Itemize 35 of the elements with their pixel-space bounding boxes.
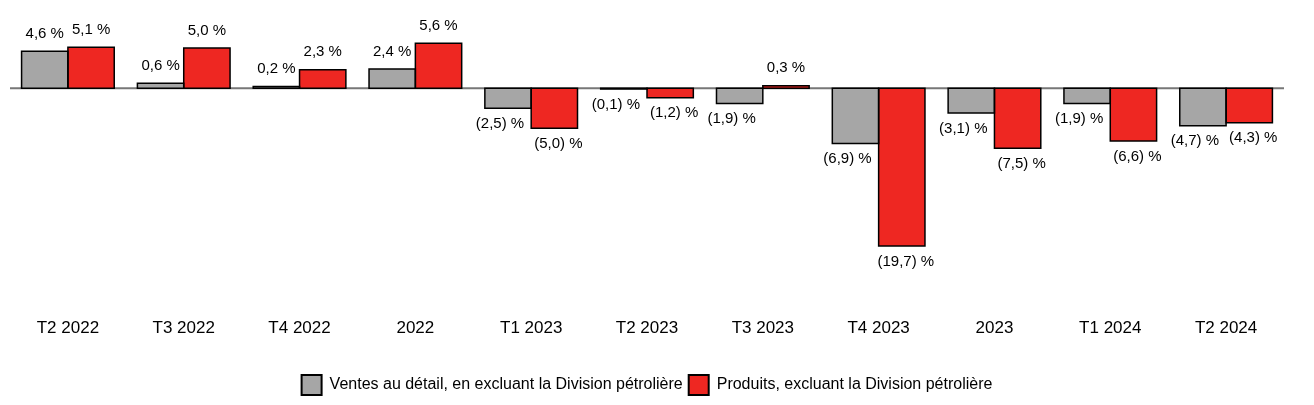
x-tick-label: T1 2024 bbox=[1079, 318, 1142, 338]
data-label: 5,1 % bbox=[71, 19, 111, 37]
data-label: (4,3) % bbox=[1229, 128, 1278, 146]
data-label: (1,9) % bbox=[1054, 109, 1104, 127]
data-label: 5,0 % bbox=[187, 20, 227, 38]
data-label: (6,9) % bbox=[823, 149, 872, 167]
data-label: (7,5) % bbox=[997, 153, 1046, 171]
data-label: 0,6 % bbox=[141, 56, 180, 73]
data-label: (4,7) % bbox=[1170, 131, 1220, 149]
x-tick-label: T4 2022 bbox=[268, 318, 331, 338]
legend-label: Produits, excluant la Division pétrolière bbox=[716, 375, 993, 393]
x-tick-label: T4 2023 bbox=[847, 318, 910, 338]
data-label: 5,6 % bbox=[419, 15, 458, 33]
x-tick-label: T2 2022 bbox=[36, 318, 100, 338]
data-label: 4,6 % bbox=[25, 23, 64, 41]
x-tick-label: T1 2023 bbox=[499, 318, 563, 338]
data-label: (6,6) % bbox=[1113, 146, 1162, 164]
x-tick-label: T3 2023 bbox=[731, 318, 795, 338]
x-tick-label: 2022 bbox=[396, 318, 435, 338]
data-label: 2,4 % bbox=[373, 41, 412, 59]
legend-label: Ventes au détail, en excluant la Division pétrolière bbox=[329, 375, 683, 393]
data-label: (19,7) % bbox=[877, 251, 935, 269]
x-tick-label: T2 2024 bbox=[1194, 318, 1258, 338]
data-label: (3,1) % bbox=[939, 118, 988, 136]
data-label: (0,1) % bbox=[591, 94, 641, 112]
x-tick-label: T3 2022 bbox=[152, 318, 215, 338]
x-tick-label: T2 2023 bbox=[615, 318, 679, 338]
data-label: (2,5) % bbox=[475, 113, 525, 131]
data-label: (1,2) % bbox=[649, 103, 699, 121]
x-tick-label: 2023 bbox=[975, 318, 1014, 338]
data-label: 0,2 % bbox=[257, 59, 296, 77]
data-label: (1,9) % bbox=[707, 109, 756, 127]
data-label: 2,3 % bbox=[303, 42, 342, 60]
data-label: (5,0) % bbox=[534, 133, 583, 151]
data-label: 0,3 % bbox=[766, 58, 806, 76]
